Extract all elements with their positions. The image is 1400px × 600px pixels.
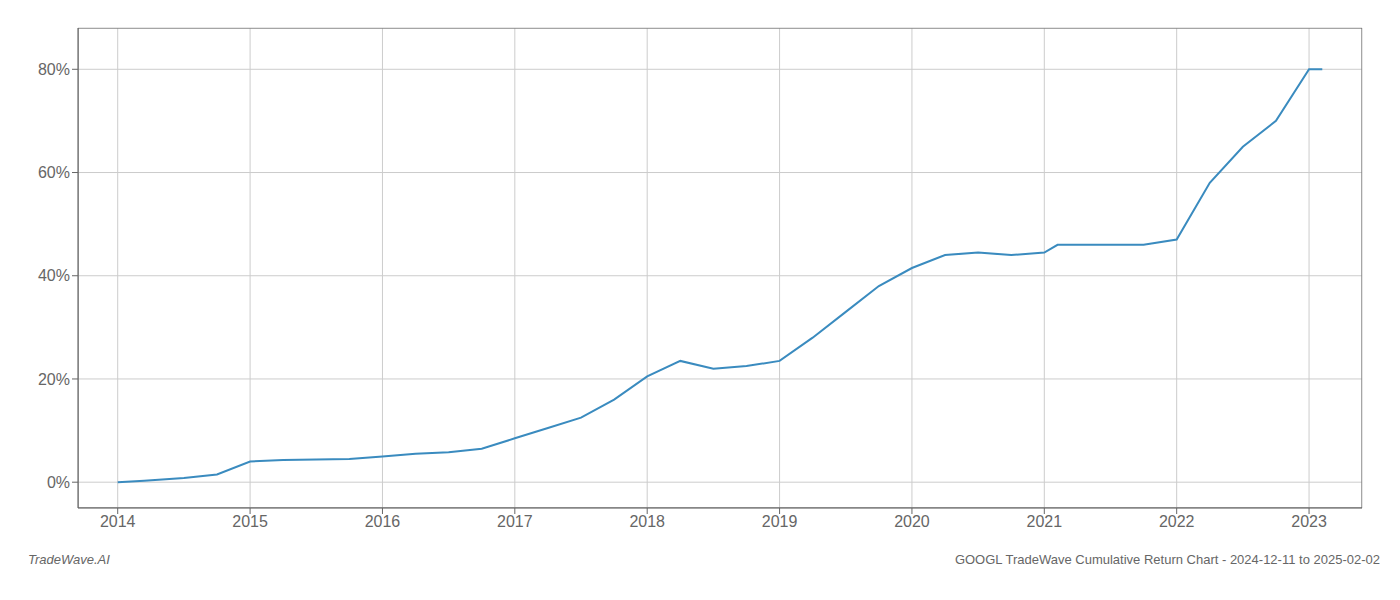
svg-text:2018: 2018 [629, 513, 665, 530]
svg-text:2019: 2019 [762, 513, 798, 530]
svg-text:0%: 0% [47, 474, 70, 491]
svg-text:40%: 40% [38, 267, 70, 284]
svg-text:60%: 60% [38, 164, 70, 181]
svg-text:80%: 80% [38, 61, 70, 78]
svg-text:2020: 2020 [894, 513, 930, 530]
svg-text:2021: 2021 [1027, 513, 1063, 530]
svg-text:2022: 2022 [1159, 513, 1195, 530]
svg-text:2015: 2015 [232, 513, 268, 530]
svg-text:2023: 2023 [1291, 513, 1327, 530]
svg-text:2017: 2017 [497, 513, 533, 530]
svg-text:2014: 2014 [100, 513, 136, 530]
svg-text:2016: 2016 [365, 513, 401, 530]
html-text:TradeWave.AI: TradeWave.AI [28, 552, 110, 567]
svg-text:20%: 20% [38, 371, 70, 388]
html-text:GOOGL TradeWave Cumulative Ret: GOOGL TradeWave Cumulative Return Chart … [954, 552, 1380, 567]
